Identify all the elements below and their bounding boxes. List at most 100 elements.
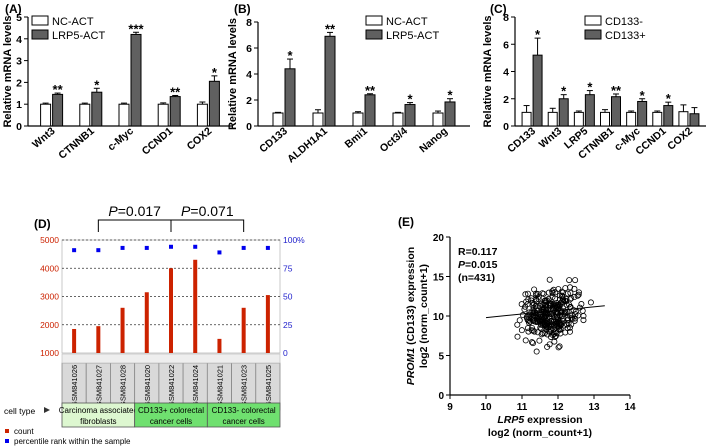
bar-lrp5-act — [324, 35, 336, 127]
scatter-point — [542, 302, 549, 309]
scatter-point — [543, 310, 550, 317]
scatter-point — [528, 295, 535, 302]
scatter-point — [568, 295, 575, 302]
sample-size: (n=431) — [458, 272, 495, 284]
scatter-point — [519, 312, 526, 319]
bar-nc-act — [432, 112, 444, 127]
y-axis-title: Relative mRNA levels — [2, 15, 14, 127]
y-tick-label: 2 — [503, 94, 509, 106]
bar-lrp5-act — [52, 93, 64, 127]
panel-label: (C) — [490, 2, 507, 16]
x-tick-label: Wnt3 — [537, 125, 564, 151]
scatter-point — [555, 344, 562, 351]
y-left-tick-label: 5000 — [40, 235, 59, 245]
legend-swatch — [5, 439, 9, 443]
scatter-point — [545, 289, 552, 296]
significance-marker: ** — [365, 83, 376, 98]
scatter-point — [533, 290, 540, 297]
cell-type-label: cancer cells — [223, 417, 265, 426]
scatter-point — [542, 309, 549, 316]
legend-label: LRP5-ACT — [52, 30, 105, 42]
regression-line — [485, 305, 605, 319]
significance-marker: * — [212, 65, 218, 80]
scatter-point — [549, 294, 556, 301]
scatter-point — [539, 330, 546, 337]
scatter-point — [536, 337, 543, 344]
scatter-point — [579, 307, 586, 314]
bar-lrp5-act — [364, 94, 376, 127]
percentile-point — [193, 244, 198, 249]
y-right-tick-label: 50 — [283, 292, 293, 302]
scatter-point — [524, 325, 531, 332]
scatter-point — [533, 348, 540, 355]
cell-type-label: fibroblasts — [80, 417, 116, 426]
scatter-point — [552, 332, 559, 339]
x-tick-label: Nanog — [417, 125, 450, 155]
percentile-point — [120, 245, 125, 250]
x-tick-label: 11 — [517, 402, 528, 413]
significance-marker: * — [447, 88, 453, 103]
x-tick-label: Bmi1 — [343, 125, 371, 151]
y-left-tick-label: 1000 — [40, 348, 59, 358]
scatter-point — [563, 298, 570, 305]
y-right-tick-label: 0 — [283, 348, 288, 358]
scatter-point — [524, 290, 531, 297]
legend-swatch — [31, 15, 49, 26]
scatter-point — [561, 322, 568, 329]
y-axis-title: PROM1 (CD133) expression — [405, 247, 417, 385]
scatter-point — [546, 276, 553, 283]
scatter-point — [525, 296, 532, 303]
bar-lrp5-act — [91, 91, 103, 127]
scatter-point — [571, 294, 578, 301]
significance-marker: ** — [611, 83, 622, 98]
scatter-point — [537, 324, 544, 331]
scatter-point — [567, 284, 574, 291]
scatter-point — [553, 300, 560, 307]
scatter-point — [544, 343, 551, 350]
legend-swatch — [31, 29, 49, 40]
bar-nc-act — [392, 112, 404, 127]
y-left-tick-label: 3000 — [40, 292, 59, 302]
scatter-point — [536, 318, 543, 325]
y-tick-label: 5 — [438, 352, 444, 363]
y-tick-label: 2 — [16, 77, 22, 89]
sample-label: GSM841021 — [215, 365, 224, 407]
x-tick-label: 10 — [480, 402, 492, 413]
correlation-r: R=0.117 — [458, 246, 498, 258]
bar-cd133+ — [663, 105, 674, 127]
bar-cd133+ — [532, 54, 543, 127]
panel-label: (D) — [34, 217, 51, 231]
legend-label: percentile rank within the sample — [14, 437, 131, 446]
scatter-point — [527, 318, 534, 325]
sample-label: GSM841024 — [191, 365, 200, 407]
y-tick-label: 8 — [503, 12, 509, 24]
x-tick-label: COX2 — [185, 125, 215, 153]
legend-swatch — [5, 429, 9, 433]
scatter-point — [518, 301, 525, 308]
count-bar — [96, 326, 101, 353]
bar-cd133+ — [689, 113, 700, 127]
y-tick-label: 0 — [438, 391, 444, 402]
panel-a: (A)Relative mRNA levels 0 1 2 3 4 5 ** Wnt3 * CTNN… — [2, 2, 232, 162]
scatter-point — [528, 297, 535, 304]
x-tick-label: COX2 — [665, 125, 695, 153]
scatter-point — [554, 313, 561, 320]
scatter-point — [550, 286, 557, 293]
percentile-point — [96, 248, 101, 253]
scatter-point — [546, 302, 553, 309]
legend-label: NC-ACT — [52, 16, 94, 28]
percentile-point — [241, 245, 246, 250]
y-axis-title: Relative mRNA levels — [227, 18, 239, 130]
significance-bracket — [170, 219, 245, 232]
y-tick-label: 0 — [16, 121, 22, 133]
bar-cd133- — [573, 111, 584, 127]
y-tick-label: 6 — [503, 39, 509, 51]
panel-label: (A) — [5, 2, 22, 16]
x-tick-label: c-Myc — [105, 125, 136, 153]
significance-marker: ** — [170, 84, 181, 99]
count-bar — [144, 292, 149, 353]
legend-label: count — [14, 427, 34, 436]
y-tick-label: 4 — [16, 34, 22, 46]
significance-marker: * — [287, 48, 293, 63]
y-tick-label: 15 — [433, 273, 445, 284]
